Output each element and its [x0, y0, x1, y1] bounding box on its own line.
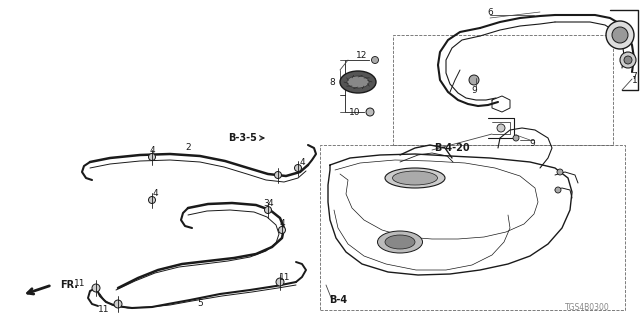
Ellipse shape: [378, 231, 422, 253]
Circle shape: [557, 169, 563, 175]
Circle shape: [278, 227, 285, 234]
Ellipse shape: [385, 168, 445, 188]
Text: 10: 10: [349, 108, 361, 116]
Ellipse shape: [392, 171, 438, 185]
Bar: [393, 35, 613, 145]
Text: 4: 4: [279, 220, 285, 228]
Circle shape: [275, 172, 282, 179]
Bar: [320, 145, 625, 310]
Circle shape: [606, 21, 634, 49]
Text: FR.: FR.: [60, 280, 78, 290]
Circle shape: [620, 52, 636, 68]
Text: 11: 11: [74, 279, 86, 289]
Text: 1: 1: [632, 76, 638, 84]
Circle shape: [114, 300, 122, 308]
Circle shape: [513, 135, 519, 141]
Text: 9: 9: [529, 139, 535, 148]
Text: 4: 4: [149, 146, 155, 155]
Circle shape: [612, 27, 628, 43]
Ellipse shape: [385, 235, 415, 249]
Circle shape: [294, 164, 301, 172]
Circle shape: [92, 284, 100, 292]
Text: 3: 3: [263, 199, 269, 209]
Text: 4: 4: [267, 199, 273, 209]
Circle shape: [148, 196, 156, 204]
Circle shape: [264, 206, 271, 213]
Text: 11: 11: [99, 306, 109, 315]
Text: 7: 7: [631, 71, 637, 81]
Text: B-4: B-4: [329, 295, 347, 305]
Text: 8: 8: [329, 77, 335, 86]
Circle shape: [366, 108, 374, 116]
Ellipse shape: [347, 76, 369, 88]
Text: 9: 9: [471, 85, 477, 94]
Text: 12: 12: [356, 51, 368, 60]
Circle shape: [148, 154, 156, 161]
Text: 4: 4: [299, 157, 305, 166]
Text: 5: 5: [197, 299, 203, 308]
Text: 6: 6: [487, 7, 493, 17]
Text: 4: 4: [152, 189, 158, 198]
Circle shape: [624, 56, 632, 64]
Circle shape: [555, 187, 561, 193]
Circle shape: [371, 57, 378, 63]
Text: B-3-5: B-3-5: [228, 133, 257, 143]
Text: B-4-20: B-4-20: [434, 143, 470, 153]
Circle shape: [469, 75, 479, 85]
Text: 11: 11: [279, 274, 291, 283]
Circle shape: [276, 278, 284, 286]
Text: 2: 2: [185, 142, 191, 151]
Ellipse shape: [340, 71, 376, 93]
Circle shape: [497, 124, 505, 132]
Text: TGS4B0300: TGS4B0300: [565, 303, 610, 313]
